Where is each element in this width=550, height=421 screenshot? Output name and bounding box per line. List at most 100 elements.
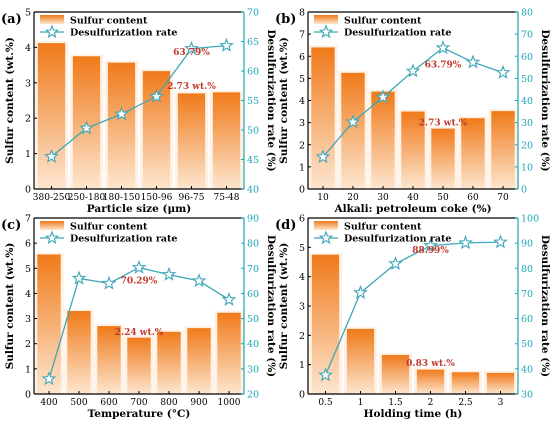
y2-tick-label: 50: [247, 126, 259, 137]
y-tick-label: 2: [25, 339, 31, 350]
x-tick-label: 0.5: [318, 398, 333, 408]
star-icon: [375, 89, 391, 104]
x-axis-label: Temperature (°C): [88, 408, 191, 420]
star-icon: [131, 259, 147, 274]
y-tick-label: 0: [299, 185, 305, 196]
star-icon: [493, 234, 508, 249]
bar: [401, 111, 425, 189]
y2-tick-label: 50: [521, 74, 533, 85]
x-tick-label: 700: [130, 398, 147, 408]
star-icon: [221, 291, 237, 306]
y-tick-label: 4: [25, 289, 31, 300]
bar: [177, 93, 206, 189]
y2-tick-label: 30: [521, 118, 533, 129]
y-tick-label: 5: [25, 8, 31, 19]
bar: [341, 72, 365, 189]
y2-tick-label: 50: [247, 314, 259, 325]
y-tick-label: 0: [299, 390, 305, 401]
x-tick-label: 70: [497, 193, 509, 203]
y-tick-label: 6: [299, 214, 305, 225]
star-icon: [44, 148, 59, 163]
y-tick-label: 5: [299, 243, 305, 254]
star-icon: [315, 149, 331, 164]
panel-label: (a): [1, 12, 22, 27]
x-tick-label: 180-150: [103, 193, 141, 203]
y-axis-label: Sulfur content (wt.%): [4, 37, 16, 164]
bar: [97, 326, 121, 394]
y-tick-label: 4: [299, 272, 305, 283]
x-tick-label: 50: [437, 193, 449, 203]
star-icon: [353, 284, 368, 299]
annotation: 63.79%: [173, 48, 210, 58]
y2-tick-label: 100: [521, 214, 539, 225]
y2-tick-label: 50: [521, 339, 533, 350]
legend-swatch-bar: [40, 221, 64, 230]
y2-tick-label: 80: [247, 239, 259, 250]
y-tick-label: 6: [299, 52, 305, 63]
star-icon: [44, 230, 60, 245]
x-tick-label: 20: [347, 193, 359, 203]
bar: [127, 337, 151, 394]
star-icon: [71, 270, 87, 285]
x-tick-label: 250-180: [68, 193, 106, 203]
x-tick-label: 380-250: [33, 193, 71, 203]
y-tick-label: 1: [25, 149, 31, 160]
star-icon: [318, 230, 334, 245]
legend-label-sulfur: Sulfur content: [344, 222, 422, 233]
star-icon: [41, 371, 57, 386]
panel-label: (c): [1, 218, 21, 233]
x-tick-label: 10: [317, 193, 329, 203]
legend-swatch-bar: [40, 15, 64, 24]
y2-tick-label: 70: [247, 8, 259, 19]
annotation: 0.83 wt.%: [406, 359, 455, 369]
star-icon: [318, 367, 333, 382]
x-tick-label: 1.5: [388, 398, 403, 408]
star-icon: [435, 40, 451, 55]
panel-label: (b): [275, 12, 296, 27]
bar: [187, 328, 211, 394]
y-axis-label: Sulfur content (wt.%): [4, 243, 16, 370]
x-tick-label: 800: [160, 398, 177, 408]
y-tick-label: 1: [299, 162, 305, 173]
bar: [431, 128, 455, 189]
legend-swatch-bar: [314, 15, 338, 24]
y2-axis-label: Desulfurization rate (%): [539, 235, 550, 377]
desulfurization-rate-line: [51, 44, 227, 158]
x-tick-label: 3: [498, 398, 504, 408]
bar: [486, 372, 515, 394]
y-tick-label: 4: [299, 96, 305, 107]
y2-tick-label: 30: [247, 364, 259, 375]
x-tick-label: 500: [70, 398, 87, 408]
star-icon: [114, 106, 129, 121]
star-icon: [79, 120, 94, 135]
y2-tick-label: 60: [247, 67, 259, 78]
star-icon: [458, 235, 473, 250]
y-tick-label: 8: [299, 8, 305, 19]
star-icon: [219, 37, 234, 52]
y2-tick-label: 40: [521, 364, 533, 375]
x-tick-label: 75-48: [214, 193, 240, 203]
panel-label: (d): [275, 218, 296, 233]
x-axis-label: Holding time (h): [364, 408, 463, 420]
y2-tick-label: 40: [521, 96, 533, 107]
star-icon: [184, 40, 199, 55]
y-tick-label: 2: [299, 331, 305, 342]
chart-panel-2: 0 1 2 3 4 5 6 7 20 30 40 50 60 70 80 90 400 500 600 700 800 9…: [1, 214, 277, 421]
y-tick-label: 0: [25, 185, 31, 196]
x-tick-label: 900: [190, 398, 207, 408]
y-tick-label: 3: [299, 118, 305, 129]
bar: [381, 354, 410, 394]
x-tick-label: 2.5: [458, 398, 473, 408]
y-tick-label: 2: [299, 140, 305, 151]
y-tick-label: 5: [299, 74, 305, 85]
bar: [451, 372, 480, 394]
y2-tick-label: 70: [521, 30, 533, 41]
star-icon: [345, 114, 361, 129]
annotation: 70.29%: [121, 276, 158, 286]
star-icon: [495, 64, 511, 79]
legend-label-sulfur: Sulfur content: [344, 16, 422, 27]
y2-tick-label: 60: [521, 52, 533, 63]
x-tick-label: 1: [358, 398, 364, 408]
y2-tick-label: 70: [521, 289, 533, 300]
y2-axis-label: Desulfurization rate (%): [539, 29, 550, 171]
